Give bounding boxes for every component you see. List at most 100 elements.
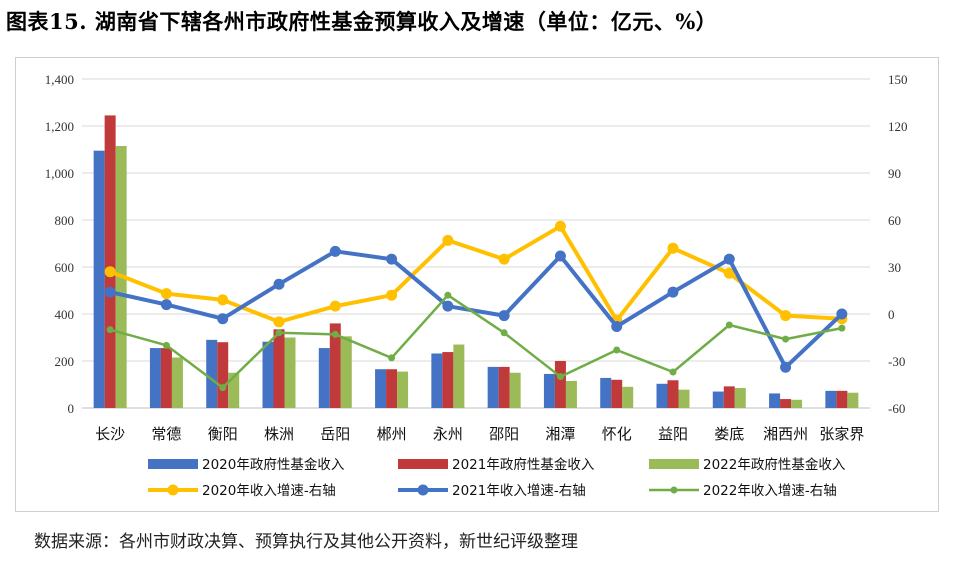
category-label: 长沙 — [95, 425, 125, 443]
legend-marker — [167, 484, 179, 496]
legend-label: 2021年政府性基金收入 — [452, 456, 595, 473]
line-point — [838, 324, 846, 332]
line-point — [442, 300, 454, 312]
bar — [836, 390, 848, 408]
bar — [431, 353, 443, 408]
legend-swatch — [148, 459, 198, 469]
y-right-tick-label: 60 — [888, 213, 901, 228]
legend-label: 2022年政府性基金收入 — [703, 456, 846, 473]
line-point — [273, 316, 285, 328]
bar — [149, 348, 161, 408]
bar — [600, 377, 612, 408]
line-point — [162, 341, 170, 349]
bar — [206, 339, 218, 408]
figure-title: 图表15. 湖南省下辖各州市政府性基金预算收入及增速（单位：亿元、%） — [6, 9, 718, 34]
bar — [667, 380, 679, 408]
category-label: 衡阳 — [208, 425, 238, 443]
bar — [442, 352, 454, 408]
line-point — [669, 368, 677, 376]
y-left-tick-label: 800 — [55, 213, 75, 228]
bar — [375, 369, 387, 408]
bar — [104, 115, 116, 409]
bar — [678, 389, 690, 408]
category-label: 郴州 — [377, 425, 407, 443]
bar — [712, 391, 724, 408]
bar — [160, 348, 172, 408]
category-label: 怀化 — [602, 425, 632, 443]
bar — [723, 386, 735, 408]
line-point — [782, 335, 790, 343]
series-line — [108, 293, 844, 389]
bar — [622, 386, 634, 408]
y-left-tick-label: 0 — [68, 401, 75, 416]
line-point — [780, 310, 792, 322]
category-label: 湘西州 — [763, 425, 808, 443]
bar — [769, 393, 781, 408]
line-point — [498, 310, 510, 322]
line-point — [780, 361, 792, 373]
legend-marker — [670, 486, 678, 494]
line-point — [275, 329, 283, 337]
y-left-tick-label: 1,400 — [45, 72, 74, 87]
bar — [565, 380, 577, 408]
bar — [284, 337, 296, 408]
bar — [340, 336, 352, 408]
line-point — [836, 308, 848, 320]
y-left-tick-label: 1,200 — [45, 119, 74, 134]
chart: 0 200 400 600 800 1,000 1,200 1,400 -60 -30 0 30 60 9… — [45, 72, 908, 499]
category-label: 株洲 — [264, 425, 294, 443]
category-label: 永州 — [433, 425, 463, 443]
y-left-tick-label: 600 — [55, 260, 75, 275]
line-point — [329, 300, 341, 312]
bar — [262, 341, 274, 408]
line-point — [219, 384, 227, 392]
line-point — [554, 220, 566, 232]
line-point — [273, 278, 285, 290]
bar — [611, 379, 623, 408]
bar — [780, 399, 792, 408]
line-point — [331, 330, 339, 338]
line-point — [160, 288, 172, 300]
bar — [791, 399, 803, 408]
line-point — [104, 266, 116, 278]
legend-marker — [417, 484, 429, 496]
y-right-tick-label: -60 — [888, 401, 905, 416]
y-right-tick-label: 30 — [888, 260, 901, 275]
category-label: 邵阳 — [489, 425, 519, 443]
line-point — [160, 299, 172, 311]
line-point — [498, 253, 510, 265]
chart-frame: 0 200 400 600 800 1,000 1,200 1,400 -60 -30 0 30 60 9… — [15, 57, 939, 512]
line-point — [217, 313, 229, 325]
line-point — [554, 250, 566, 262]
bar — [329, 323, 341, 408]
line-point — [613, 346, 621, 354]
y-right-tick-label: 120 — [888, 119, 908, 134]
y-right-tick-label: 90 — [888, 166, 901, 181]
source-note: 数据来源：各州市财政决算、预算执行及其他公开资料，新世纪评级整理 — [34, 532, 578, 552]
bar — [847, 392, 859, 408]
category-label: 张家界 — [819, 425, 864, 443]
bar — [386, 369, 398, 408]
line-point — [556, 373, 564, 381]
bar — [543, 373, 555, 408]
bar — [509, 372, 521, 408]
y-left-tick-label: 400 — [55, 307, 75, 322]
line-point — [217, 294, 229, 306]
line-point — [500, 329, 508, 337]
bar — [318, 348, 330, 408]
category-label: 娄底 — [714, 425, 744, 443]
line-point — [725, 321, 733, 329]
legend-label: 2021年收入增速-右轴 — [452, 483, 586, 499]
legend-label: 2020年政府性基金收入 — [202, 456, 345, 473]
bar — [93, 150, 105, 409]
y-left-tick-label: 1,000 — [45, 166, 74, 181]
legend-swatch — [649, 459, 699, 469]
bar — [228, 372, 240, 408]
bar — [453, 344, 465, 408]
bar — [487, 366, 499, 408]
line-point — [442, 234, 454, 246]
line-point — [106, 326, 114, 334]
legend-label: 2020年收入增速-右轴 — [202, 483, 336, 499]
line-point — [388, 354, 396, 362]
bar — [273, 329, 285, 408]
